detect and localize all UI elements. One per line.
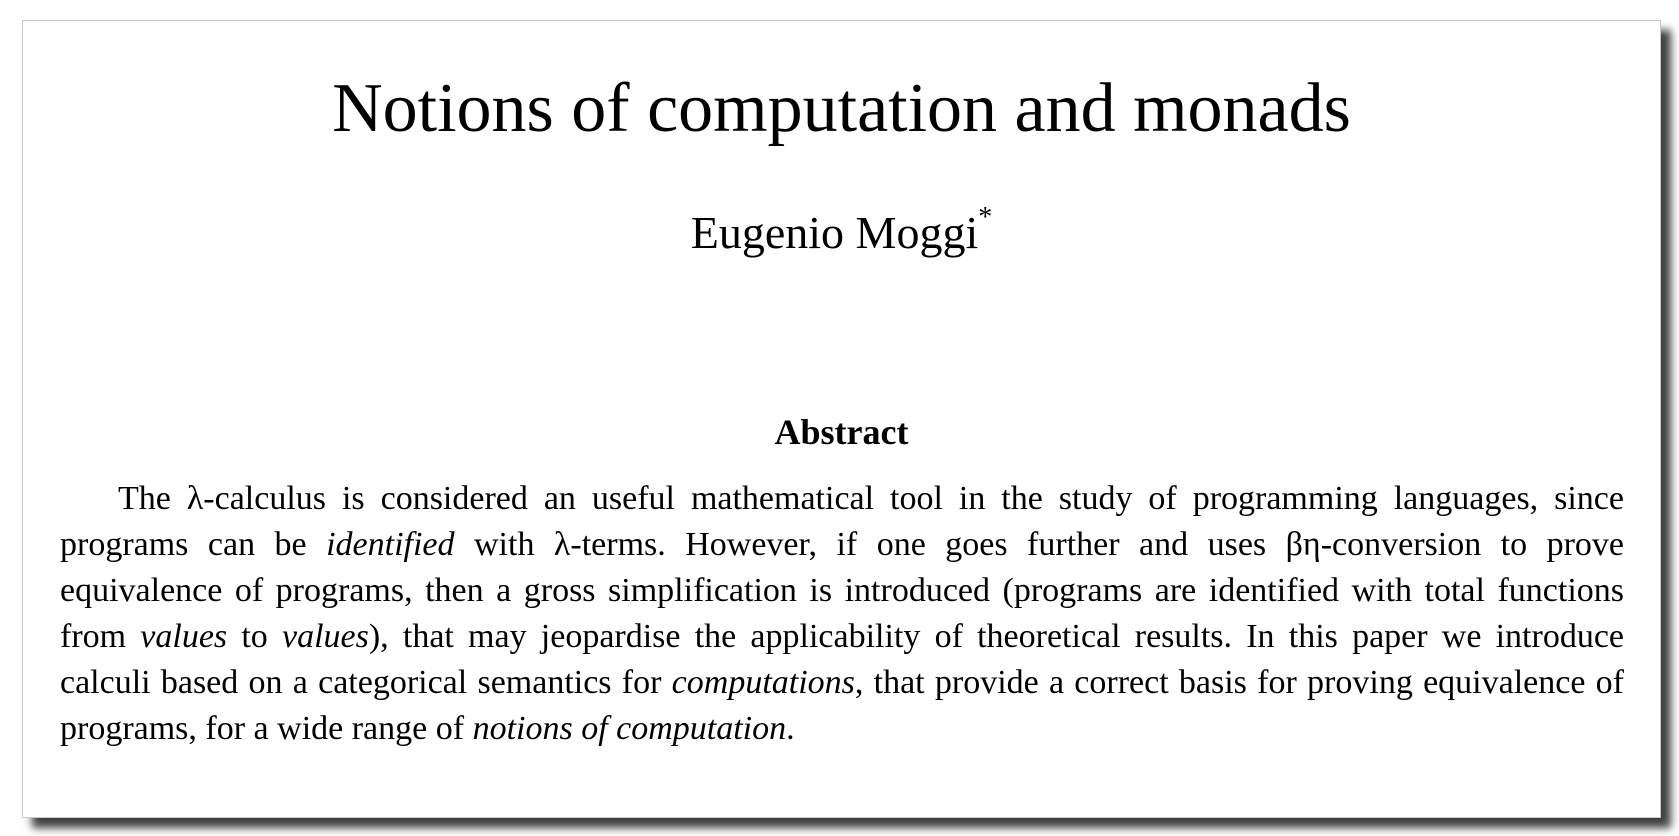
abstract-text-segment: to <box>227 618 282 655</box>
abstract-text-segment: , that provide a correct basis for provi… <box>60 664 1624 747</box>
abstract-emphasis: values <box>140 618 228 655</box>
abstract-text: The λ-calculus is considered an useful m… <box>60 476 1624 752</box>
author-footnote-mark: * <box>978 202 993 233</box>
abstract-text-segment: The λ-calculus is considered an useful m… <box>60 480 1624 563</box>
abstract-text-segment: . <box>786 710 795 747</box>
abstract-text-segment: with λ-terms. However, if one goes furth… <box>60 526 1624 655</box>
paper-title: Notions of computation and monads <box>332 70 1351 147</box>
abstract-text-segment: ), that may jeopardise the applicability… <box>60 618 1624 701</box>
abstract-emphasis: identified <box>326 526 455 563</box>
author-line: Eugenio Moggi* <box>23 202 1660 260</box>
abstract-heading: Abstract <box>774 412 909 452</box>
abstract-emphasis: values <box>282 618 369 655</box>
author-name: Eugenio Moggi <box>690 207 979 258</box>
abstract-emphasis: notions of computation <box>472 710 787 747</box>
abstract-emphasis: computations <box>671 664 855 701</box>
paper-page: Notions of computation and monads Eugeni… <box>22 20 1661 818</box>
